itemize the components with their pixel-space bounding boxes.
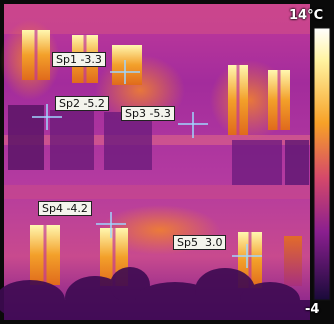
spot-3-label: Sp3 -5.3 xyxy=(121,106,175,121)
spot-1-crosshair xyxy=(110,60,140,84)
spot-5-crosshair xyxy=(232,244,262,268)
balcony xyxy=(104,112,152,170)
floor-slab xyxy=(4,185,310,199)
roof-band xyxy=(4,4,310,34)
spot-2-crosshair xyxy=(32,104,62,130)
spot-4-crosshair xyxy=(96,212,126,238)
balcony xyxy=(285,140,309,185)
floor-slab xyxy=(4,135,310,145)
foreground-vegetation xyxy=(0,267,310,320)
spot-3-crosshair xyxy=(178,112,208,138)
spot-1-label: Sp1 -3.3 xyxy=(52,52,106,67)
balcony xyxy=(50,110,94,170)
temperature-scale-bar xyxy=(313,27,331,301)
window xyxy=(112,45,142,85)
balcony xyxy=(8,105,44,170)
scale-max-label: 14°C xyxy=(289,8,324,23)
spot-2-label: Sp2 -5.2 xyxy=(55,96,109,111)
spot-5-label: Sp5 3.0 xyxy=(173,235,227,250)
window xyxy=(284,236,302,286)
spot-markers xyxy=(32,60,262,268)
balcony xyxy=(232,140,282,185)
scale-min-label: -4 xyxy=(305,302,320,317)
spot-4-label: Sp4 -4.2 xyxy=(38,201,92,216)
